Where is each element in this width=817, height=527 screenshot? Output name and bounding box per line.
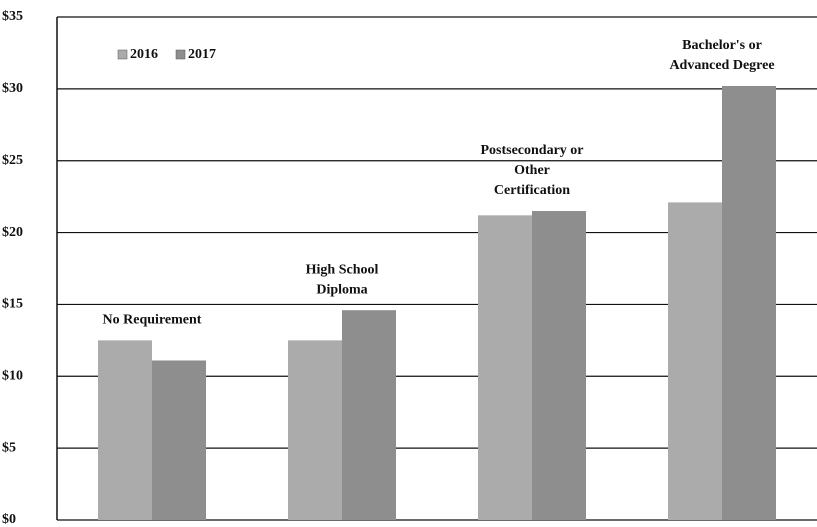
bar (532, 211, 586, 520)
bar (478, 215, 532, 520)
bar (288, 340, 342, 520)
category-label: Diploma (316, 282, 367, 297)
category-label: No Requirement (103, 313, 202, 328)
category-label: Certification (494, 183, 570, 198)
y-tick-label: $5 (2, 440, 16, 455)
y-tick-label: $0 (2, 512, 16, 527)
bar (342, 310, 396, 520)
bar (668, 202, 722, 521)
category-label: Bachelor's or (682, 38, 762, 53)
legend-label: 2016 (130, 47, 158, 62)
legend-swatch (175, 49, 186, 60)
category-label: Postsecondary or (480, 143, 583, 158)
y-tick-label: $30 (2, 81, 23, 96)
y-tick-label: $15 (2, 297, 23, 312)
y-tick-label: $35 (2, 9, 23, 24)
category-label: High School (306, 262, 379, 277)
bar (98, 340, 152, 520)
y-tick-label: $10 (2, 369, 23, 384)
bar (722, 85, 776, 521)
category-label: Other (514, 163, 550, 178)
legend-label: 2017 (188, 47, 216, 62)
category-label: Advanced Degree (669, 58, 774, 73)
y-tick-label: $20 (2, 225, 23, 240)
y-tick-label: $25 (2, 153, 23, 168)
bar (152, 360, 206, 520)
legend-swatch (117, 49, 128, 60)
